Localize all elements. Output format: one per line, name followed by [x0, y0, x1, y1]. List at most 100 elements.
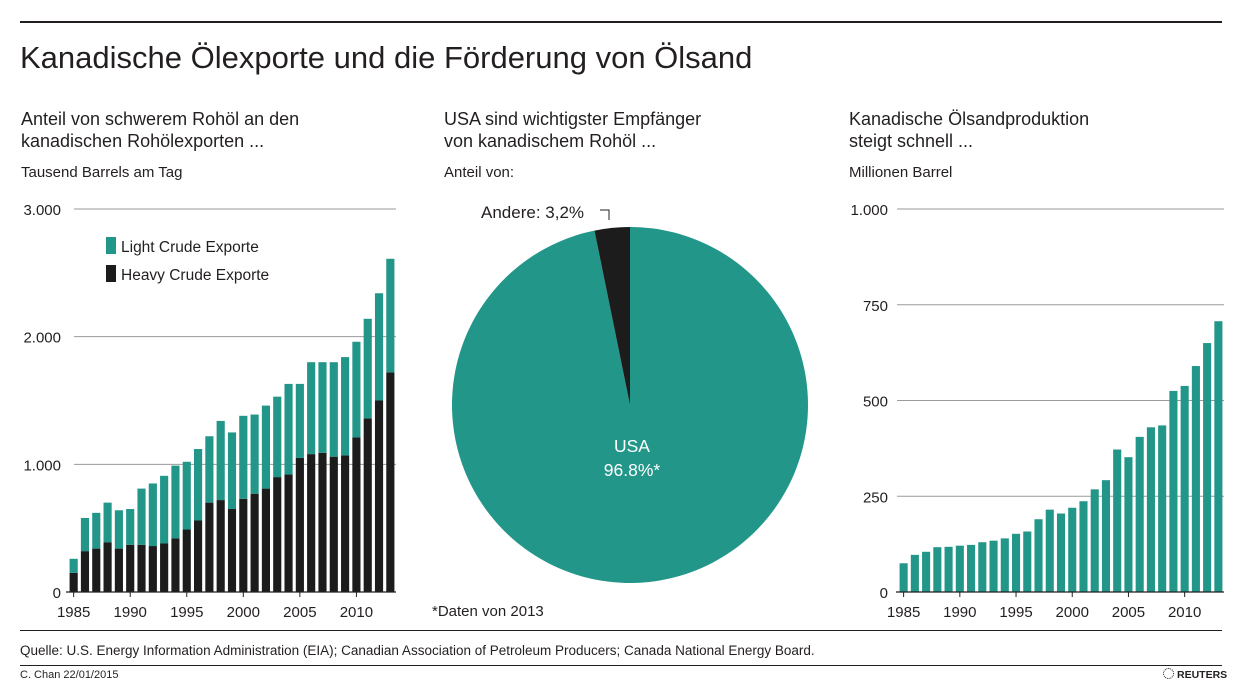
top-rule	[20, 21, 1222, 23]
right-title-line2: steigt schnell ...	[849, 131, 974, 151]
right-chart-bar	[910, 554, 919, 592]
middle-title-line2: von kanadischem Rohöl ...	[444, 131, 657, 151]
right-chart-bar	[1045, 509, 1054, 592]
left-chart-bar	[363, 418, 372, 592]
left-chart-bar	[318, 362, 327, 453]
right-chart-xtick-label: 2000	[1056, 604, 1089, 621]
left-chart-bar	[160, 543, 169, 592]
right-chart-ytick-label: 250	[863, 489, 888, 506]
right-chart-xtick-label: 2005	[1112, 604, 1145, 621]
left-chart-bar	[273, 396, 282, 478]
footer-rule	[20, 665, 1222, 666]
left-chart-bar	[171, 465, 180, 539]
right-chart-bar	[1056, 513, 1066, 592]
right-chart-ytick-label: 750	[863, 298, 888, 315]
left-chart-bar	[114, 510, 123, 549]
left-chart-bar	[148, 483, 157, 547]
left-chart-bar	[103, 542, 112, 592]
left-chart-bar	[80, 517, 90, 552]
right-chart-bar	[933, 547, 942, 592]
left-chart-ytick-label: 2.000	[23, 330, 61, 347]
left-chart-ytick-label: 3.000	[23, 202, 61, 219]
left-chart-bar	[160, 475, 169, 544]
left-chart-bar	[261, 405, 271, 489]
left-chart-bar	[284, 383, 293, 475]
right-chart-bar	[1079, 501, 1088, 592]
right-chart-xtick-label: 1990	[943, 604, 976, 621]
right-chart-ytick-label: 0	[880, 585, 888, 602]
right-chart-xtick-label: 1985	[887, 604, 920, 621]
right-chart-ytick-label: 500	[863, 394, 888, 411]
right-chart-bar	[1146, 427, 1155, 592]
left-chart-bar	[329, 456, 338, 592]
left-chart-bar	[126, 509, 135, 545]
left-chart-bar	[374, 400, 384, 592]
left-chart-bar	[80, 551, 90, 592]
left-chart-bar	[227, 509, 237, 592]
source-note: Quelle: U.S. Energy Information Administ…	[20, 643, 815, 658]
reuters-dot-icon	[1163, 668, 1174, 679]
right-chart-bar	[899, 563, 908, 592]
right-chart-xtick-label: 2010	[1168, 604, 1201, 621]
pie-slice	[594, 227, 630, 405]
left-chart-bar	[137, 488, 146, 545]
left-chart-xtick-label: 1990	[114, 604, 147, 621]
left-chart-bar	[69, 558, 78, 573]
left-chart-bar	[250, 414, 259, 494]
left-chart-bar	[227, 432, 237, 510]
left-chart-bar	[216, 420, 225, 501]
left-chart-bar	[148, 546, 157, 592]
legend-label: Heavy Crude Exporte	[121, 267, 269, 284]
left-chart-xtick-label: 2000	[227, 604, 260, 621]
right-chart-bar	[1023, 531, 1032, 592]
right-chart-bar	[955, 545, 964, 592]
left-chart-bar	[205, 502, 214, 592]
right-chart-bar	[989, 540, 998, 592]
right-chart-bar	[922, 551, 931, 592]
pie-label-other: Andere: 3,2%	[481, 203, 584, 222]
left-chart-bar	[386, 258, 395, 373]
left-chart-xtick-label: 1985	[57, 604, 90, 621]
left-chart-bar	[182, 461, 191, 530]
left-chart-bar	[307, 454, 316, 592]
bottom-rule	[20, 630, 1222, 631]
author-credit: C. Chan 22/01/2015	[20, 669, 119, 681]
pie-footnote: *Daten von 2013	[432, 603, 544, 620]
middle-title-line1: USA sind wichtigster Empfänger	[444, 109, 702, 129]
left-chart-bar	[137, 544, 146, 592]
right-chart-bar	[1090, 489, 1099, 592]
right-panel-title: Kanadische Ölsandproduktion steigt schne…	[849, 108, 1089, 152]
left-chart-xtick-label: 2005	[283, 604, 316, 621]
left-chart-bar	[261, 488, 271, 592]
left-chart-bar	[92, 548, 101, 592]
left-chart-bar	[103, 502, 112, 543]
left-chart-bar	[363, 318, 372, 419]
left-chart-bar	[284, 474, 293, 592]
left-chart-bar	[182, 529, 191, 592]
left-chart-xtick-label: 2010	[340, 604, 373, 621]
left-chart-bar	[352, 437, 361, 592]
middle-unit-label: Anteil von:	[444, 164, 515, 181]
right-chart-bar	[1191, 366, 1200, 592]
left-chart-bar	[341, 455, 350, 592]
legend-label: Light Crude Exporte	[121, 239, 259, 256]
legend-swatch	[106, 265, 116, 282]
left-unit-label: Tausend Barrels am Tag	[21, 164, 183, 181]
right-chart-bar	[1180, 385, 1189, 592]
legend-swatch	[106, 237, 116, 254]
left-chart-bar	[69, 572, 78, 592]
right-chart-bar	[1169, 390, 1178, 592]
right-chart-bar	[978, 542, 987, 592]
right-chart-bar	[1124, 457, 1133, 592]
left-chart-ytick-label: 0	[53, 585, 61, 602]
left-chart-xtick-label: 1995	[170, 604, 203, 621]
right-chart-bar	[1158, 425, 1167, 592]
left-chart-bar	[341, 357, 350, 456]
left-chart-bar	[295, 457, 304, 592]
left-chart-bar	[307, 362, 316, 455]
middle-panel-title: USA sind wichtigster Empfänger von kanad…	[444, 108, 701, 152]
left-chart-bar	[250, 493, 259, 592]
